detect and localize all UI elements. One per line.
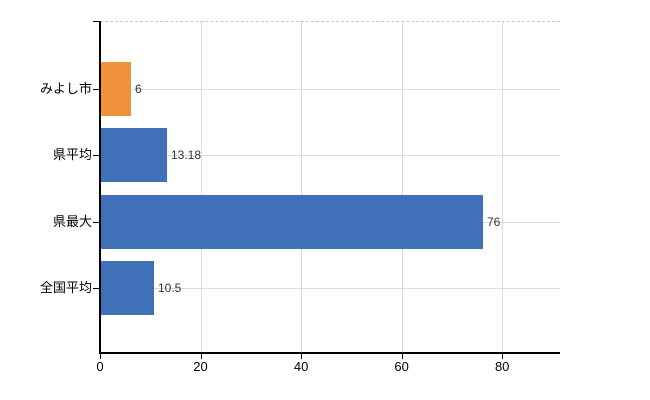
y-axis-tick	[93, 89, 100, 90]
x-axis-tick	[100, 354, 101, 359]
bar-value-label: 6	[135, 82, 142, 96]
y-axis-line	[99, 21, 101, 353]
plot-top-border	[100, 21, 560, 22]
gridline-horizontal	[100, 155, 560, 156]
bar[interactable]	[101, 128, 167, 182]
gridline-vertical	[502, 22, 504, 353]
y-axis-top-tick	[93, 21, 100, 22]
x-tick-label: 60	[394, 359, 409, 374]
bar-value-label: 13.18	[171, 148, 202, 162]
x-tick-label: 0	[96, 359, 104, 374]
x-axis-tick	[301, 354, 303, 359]
category-label: 県平均	[52, 147, 92, 162]
x-axis-line	[99, 352, 560, 354]
gridline-vertical	[301, 22, 303, 353]
bar[interactable]	[101, 261, 154, 315]
y-axis-tick	[93, 222, 100, 223]
x-tick-label: 40	[293, 359, 309, 374]
y-axis-tick	[93, 288, 100, 289]
x-axis-tick	[200, 354, 202, 359]
gridline-horizontal	[100, 89, 560, 90]
x-tick-label: 80	[494, 359, 510, 374]
category-label: みよし市	[39, 81, 92, 96]
gridline-vertical	[200, 22, 202, 353]
gridline-horizontal	[100, 288, 560, 289]
bar-value-label: 10.5	[158, 281, 182, 295]
x-tick-label: 20	[193, 359, 208, 374]
bar-value-label: 76	[487, 215, 501, 229]
gridline-vertical	[401, 22, 403, 353]
x-axis-tick	[401, 354, 403, 359]
category-label: 全国平均	[39, 280, 92, 295]
bar[interactable]	[101, 195, 483, 249]
category-label: 県最大	[52, 214, 92, 229]
bar[interactable]	[101, 62, 131, 116]
x-axis-tick	[502, 354, 504, 359]
y-axis-tick	[93, 155, 100, 156]
